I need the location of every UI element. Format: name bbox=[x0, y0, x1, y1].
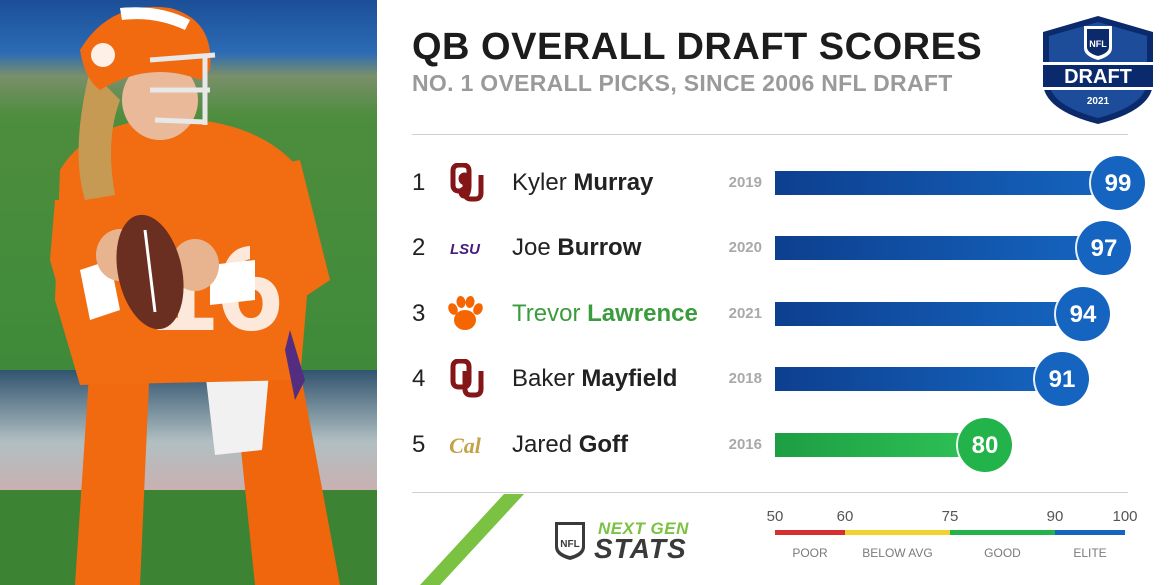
rank-label: 5 bbox=[412, 431, 426, 458]
score-bubble bbox=[1035, 352, 1089, 406]
score-bar bbox=[775, 236, 1104, 260]
player-row: 1 Ⱁ Kyler Murray 2019 bbox=[377, 153, 1170, 213]
svg-text:NFL: NFL bbox=[560, 539, 579, 550]
chart-panel: QB OVERALL DRAFT SCORES NO. 1 OVERALL PI… bbox=[377, 0, 1170, 585]
draft-logo-text: DRAFT bbox=[1064, 66, 1132, 88]
quarterback-illustration: 16 bbox=[50, 6, 340, 585]
score-bar bbox=[775, 302, 1083, 326]
player-name: Trevor Lawrence bbox=[512, 284, 698, 344]
player-last-name: Mayfield bbox=[581, 365, 678, 392]
score-bars: 99 97 94 91 80 50 60 75 90 100 POOR BELOW AVG GOOD EL… bbox=[767, 154, 1147, 560]
draft-year: 2019 bbox=[728, 174, 762, 191]
lsu-logo-icon: LSU bbox=[450, 241, 481, 258]
next-gen-stats-logo: NFL NEXT GEN STATS bbox=[552, 515, 712, 565]
player-name: Baker Mayfield bbox=[512, 349, 677, 409]
score-value: 97 bbox=[1091, 235, 1118, 262]
score-value: 91 bbox=[1049, 366, 1076, 393]
rank-label: 3 bbox=[412, 300, 426, 327]
scale-category-label: ELITE bbox=[1073, 546, 1106, 560]
scale-category-label: GOOD bbox=[984, 546, 1021, 560]
cal-logo-icon: Cal bbox=[449, 433, 482, 458]
draft-year: 2016 bbox=[728, 436, 762, 453]
player-last-name: Lawrence bbox=[587, 300, 698, 327]
player-name: Kyler Murray bbox=[512, 153, 653, 213]
player-first-name: Jared bbox=[512, 431, 573, 458]
rank-label: 2 bbox=[412, 234, 426, 261]
player-first-name: Kyler bbox=[512, 169, 567, 196]
rank-label: 4 bbox=[412, 365, 426, 392]
player-last-name: Burrow bbox=[557, 234, 642, 261]
top-divider bbox=[412, 134, 1128, 135]
player-row: 4 Baker Mayfield 2018 bbox=[377, 349, 1170, 409]
score-value: 99 bbox=[1105, 170, 1132, 197]
draft-year: 2020 bbox=[728, 239, 762, 256]
score-bar bbox=[775, 433, 985, 457]
nfl-draft-logo: DRAFT NFL 2021 bbox=[1040, 16, 1156, 124]
draft-year: 2018 bbox=[728, 370, 762, 387]
svg-text:Cal: Cal bbox=[449, 433, 482, 458]
scale-tick-label: 90 bbox=[1047, 508, 1064, 525]
scale-segment bbox=[950, 530, 1055, 535]
player-name: Jared Goff bbox=[512, 415, 628, 475]
player-last-name: Murray bbox=[573, 169, 654, 196]
scale-category-label: POOR bbox=[792, 546, 828, 560]
scale-tick-label: 75 bbox=[942, 508, 959, 525]
draft-logo-shield-text: NFL bbox=[1089, 39, 1107, 49]
draft-year: 2021 bbox=[728, 305, 762, 322]
score-bubble bbox=[958, 418, 1012, 472]
scale-tick-label: 60 bbox=[837, 508, 854, 525]
rank-label: 1 bbox=[412, 169, 426, 196]
score-value: 94 bbox=[1070, 301, 1097, 328]
player-first-name: Joe bbox=[512, 234, 551, 261]
scale-category-label: BELOW AVG bbox=[862, 546, 932, 560]
draft-logo-year: 2021 bbox=[1087, 96, 1110, 107]
scale-segment bbox=[845, 530, 950, 535]
scale-segment bbox=[775, 530, 845, 535]
oklahoma-logo-icon bbox=[450, 359, 484, 398]
player-last-name: Goff bbox=[578, 431, 629, 458]
score-value: 80 bbox=[972, 432, 999, 459]
player-row: 2 LSU Joe Burrow 2020 bbox=[377, 218, 1170, 278]
player-name: Joe Burrow bbox=[512, 218, 641, 278]
player-row: 3 Trevor Lawrence 2021 bbox=[377, 284, 1170, 344]
svg-text:LSU: LSU bbox=[450, 241, 481, 258]
nfl-shield-icon: NFL bbox=[555, 522, 585, 560]
scale-segment bbox=[1055, 530, 1125, 535]
scale-tick-label: 100 bbox=[1112, 508, 1137, 525]
clemson-paw-icon bbox=[448, 296, 483, 330]
score-bubble bbox=[1077, 221, 1131, 275]
player-row: 5 Cal Jared Goff 2016 bbox=[377, 415, 1170, 475]
player-first-name: Trevor bbox=[512, 300, 581, 327]
chart-subtitle: NO. 1 OVERALL PICKS, SINCE 2006 NFL DRAF… bbox=[412, 70, 953, 96]
oklahoma-logo-icon: Ⱁ bbox=[450, 163, 484, 203]
next-gen-label: NEXT GEN bbox=[598, 519, 689, 538]
stats-label: STATS bbox=[594, 533, 687, 564]
score-bar bbox=[775, 171, 1118, 195]
player-photo: 16 bbox=[0, 0, 377, 585]
green-slash-decoration bbox=[420, 494, 524, 585]
score-bubble bbox=[1091, 156, 1145, 210]
score-bubble bbox=[1056, 287, 1110, 341]
player-first-name: Baker bbox=[512, 365, 575, 392]
chart-title: QB OVERALL DRAFT SCORES bbox=[412, 26, 983, 68]
scale-tick-label: 50 bbox=[767, 508, 784, 525]
bottom-divider bbox=[412, 492, 1128, 493]
score-bar bbox=[775, 367, 1062, 391]
